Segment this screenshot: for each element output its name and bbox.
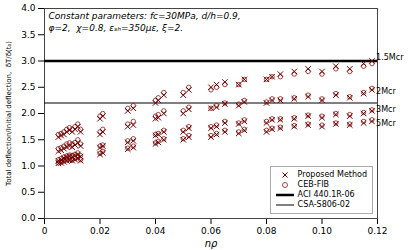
svg-text:φ=2, χ=0.8, εₛₕ=350με, ξ=2.: φ=2, χ=0.8, εₛₕ=350με, ξ=2.	[49, 23, 184, 33]
svg-text:2.0: 2.0	[21, 108, 36, 118]
svg-text:3Mcr: 3Mcr	[376, 105, 396, 114]
html-text:Proposed Method: Proposed Method	[297, 170, 367, 179]
svg-text:4.0: 4.0	[21, 3, 36, 13]
svg-text:0.06: 0.06	[201, 226, 221, 236]
svg-text:1.5Mcr: 1.5Mcr	[376, 53, 404, 62]
svg-text:5Mcr: 5Mcr	[376, 119, 396, 128]
svg-text:3.5: 3.5	[21, 30, 35, 40]
svg-text:3.0: 3.0	[21, 56, 36, 66]
svg-text:1.5: 1.5	[21, 135, 35, 145]
svg-text:0.02: 0.02	[90, 226, 110, 236]
svg-text:0.04: 0.04	[145, 226, 165, 236]
svg-text:1.0: 1.0	[21, 161, 36, 171]
svg-text:Total deflection/Initial defle: Total deflection/Initial deflection, δT/…	[5, 41, 13, 187]
html-text:CEB-FIB: CEB-FIB	[297, 180, 330, 189]
svg-text:0.08: 0.08	[256, 226, 276, 236]
svg-text:2.5: 2.5	[21, 82, 35, 92]
svg-text:0.5: 0.5	[21, 187, 35, 197]
html-text:ACI 440.1R-06: ACI 440.1R-06	[297, 190, 355, 199]
svg-text:0: 0	[42, 226, 48, 236]
svg-text:2Mcr: 2Mcr	[376, 87, 396, 96]
svg-text:nρ: nρ	[205, 238, 218, 249]
svg-text:0.0: 0.0	[21, 213, 36, 223]
svg-text:0.10: 0.10	[312, 226, 332, 236]
svg-text:Constant parameters: fc=30MPa,: Constant parameters: fc=30MPa, d/h=0.9,	[49, 11, 241, 21]
html-text:CSA-S806-02: CSA-S806-02	[297, 200, 350, 209]
svg-text:0.12: 0.12	[367, 226, 387, 236]
